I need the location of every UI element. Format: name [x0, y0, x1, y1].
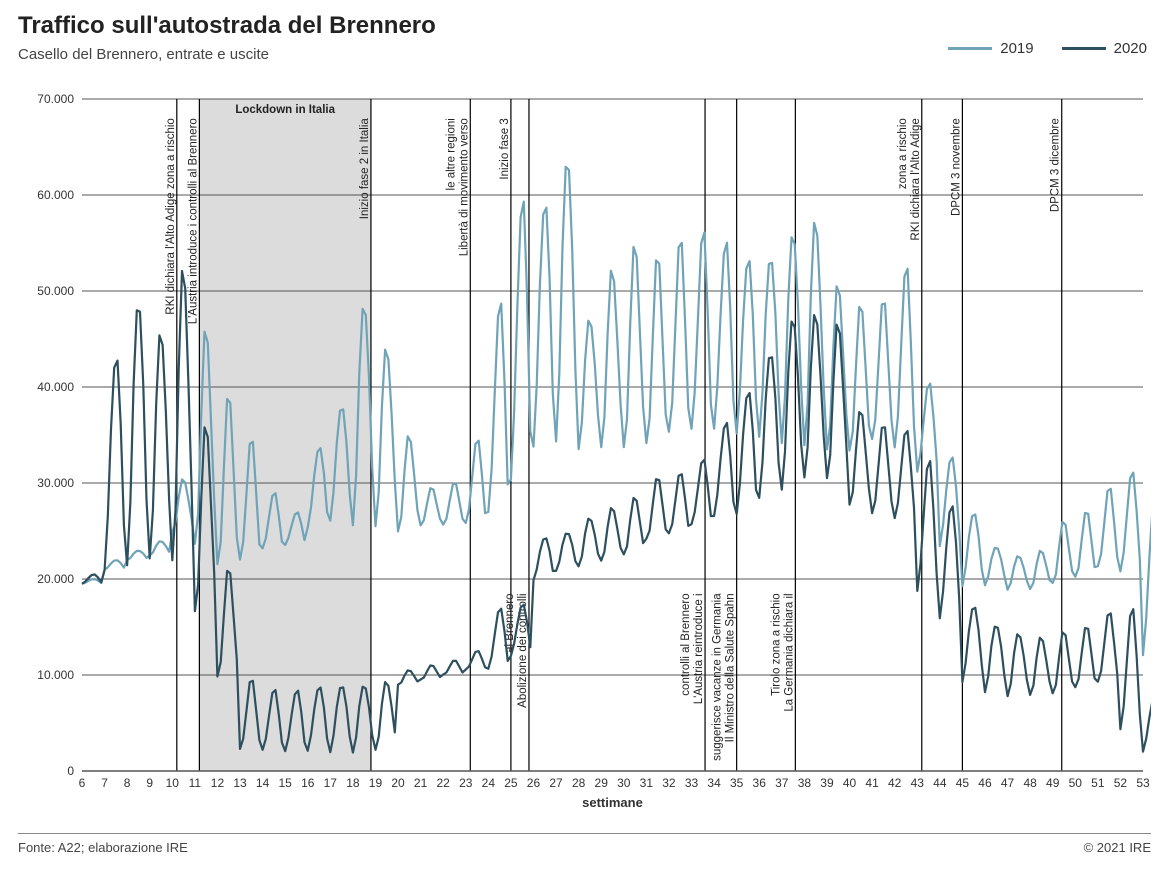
svg-text:44: 44 [933, 776, 947, 790]
svg-text:Libertà di movimento verso: Libertà di movimento verso [458, 118, 470, 256]
legend: 2019 2020 [948, 40, 1147, 57]
chart-area: 0 10.000 20.000 30.000 40.000 50.000 60.000 70.… [18, 69, 1151, 829]
svg-text:Il Ministro della Salute Spahn: Il Ministro della Salute Spahn [725, 593, 737, 742]
svg-text:7: 7 [101, 776, 108, 790]
svg-text:controlli al Brennero: controlli al Brennero [680, 593, 692, 695]
svg-text:La Germania dichiara il: La Germania dichiara il [783, 593, 795, 711]
svg-text:49: 49 [1046, 776, 1060, 790]
svg-text:15: 15 [278, 776, 292, 790]
svg-text:Inizio fase 2 in Italia: Inizio fase 2 in Italia [359, 118, 371, 220]
chart-svg: 0 10.000 20.000 30.000 40.000 50.000 60.000 70.… [18, 69, 1151, 829]
svg-text:10.000: 10.000 [37, 668, 74, 682]
svg-text:Inizio fase 3: Inizio fase 3 [499, 118, 511, 179]
svg-text:settimane: settimane [582, 795, 643, 810]
svg-text:46: 46 [978, 776, 992, 790]
svg-text:L'Austria reintroduce i: L'Austria reintroduce i [693, 593, 705, 704]
svg-text:20.000: 20.000 [37, 572, 74, 586]
svg-text:16: 16 [301, 776, 315, 790]
copyright-text: © 2021 IRE [1084, 840, 1151, 855]
svg-text:40: 40 [843, 776, 857, 790]
svg-text:60.000: 60.000 [37, 188, 74, 202]
svg-text:RKI dichiara l'Alto Adige zona: RKI dichiara l'Alto Adige zona a rischio [165, 118, 177, 315]
svg-text:23: 23 [459, 776, 473, 790]
svg-text:33: 33 [685, 776, 699, 790]
svg-text:DPCM 3 novembre: DPCM 3 novembre [950, 118, 962, 216]
svg-text:0: 0 [67, 764, 74, 778]
svg-text:zona a rischio: zona a rischio [897, 118, 909, 189]
svg-text:52: 52 [1114, 776, 1128, 790]
svg-text:37: 37 [775, 776, 789, 790]
svg-text:31: 31 [640, 776, 654, 790]
svg-text:30: 30 [617, 776, 631, 790]
chart-title: Traffico sull'autostrada del Brennero [18, 12, 1151, 40]
svg-text:21: 21 [414, 776, 428, 790]
svg-text:39: 39 [820, 776, 834, 790]
svg-text:35: 35 [730, 776, 744, 790]
svg-text:10: 10 [166, 776, 180, 790]
svg-text:30.000: 30.000 [37, 476, 74, 490]
svg-text:36: 36 [753, 776, 767, 790]
svg-text:Tirolo zona a rischio: Tirolo zona a rischio [770, 593, 782, 695]
svg-text:13: 13 [233, 776, 247, 790]
svg-text:DPCM 3 dicembre: DPCM 3 dicembre [1050, 118, 1062, 212]
svg-text:27: 27 [549, 776, 563, 790]
svg-text:20: 20 [391, 776, 405, 790]
svg-text:47: 47 [1001, 776, 1015, 790]
source-text: Fonte: A22; elaborazione IRE [18, 840, 188, 855]
svg-text:32: 32 [662, 776, 676, 790]
svg-text:41: 41 [865, 776, 879, 790]
legend-label-2020: 2020 [1114, 40, 1147, 57]
svg-text:42: 42 [888, 776, 902, 790]
svg-text:11: 11 [189, 776, 202, 790]
svg-text:25: 25 [504, 776, 518, 790]
svg-text:Lockdown in Italia: Lockdown in Italia [235, 104, 335, 116]
svg-text:9: 9 [146, 776, 153, 790]
svg-text:43: 43 [911, 776, 925, 790]
svg-text:38: 38 [798, 776, 812, 790]
svg-text:suggerisce vacanze in Germania: suggerisce vacanze in Germania [712, 593, 724, 761]
svg-text:12: 12 [211, 776, 225, 790]
footer: Fonte: A22; elaborazione IRE © 2021 IRE [18, 833, 1151, 855]
legend-swatch-2020 [1062, 47, 1106, 50]
legend-swatch-2019 [948, 47, 992, 50]
svg-text:45: 45 [956, 776, 970, 790]
legend-item-2020: 2020 [1062, 40, 1147, 57]
svg-text:6: 6 [79, 776, 86, 790]
svg-text:18: 18 [346, 776, 360, 790]
svg-text:50: 50 [1069, 776, 1083, 790]
svg-text:22: 22 [437, 776, 451, 790]
svg-text:14: 14 [256, 776, 270, 790]
svg-text:24: 24 [482, 776, 496, 790]
svg-text:29: 29 [595, 776, 609, 790]
svg-text:Abolizione dei controlli: Abolizione dei controlli [517, 593, 529, 707]
svg-text:le altre regioni: le altre regioni [445, 118, 457, 190]
svg-text:40.000: 40.000 [37, 380, 74, 394]
svg-text:28: 28 [572, 776, 586, 790]
svg-text:19: 19 [369, 776, 383, 790]
legend-label-2019: 2019 [1000, 40, 1033, 57]
svg-text:51: 51 [1091, 776, 1105, 790]
svg-text:L'Austria introduce i controll: L'Austria introduce i controlli al Brenn… [187, 118, 199, 324]
legend-item-2019: 2019 [948, 40, 1033, 57]
svg-text:70.000: 70.000 [37, 92, 74, 106]
chart-container: Traffico sull'autostrada del Brennero Ca… [0, 0, 1169, 863]
svg-text:26: 26 [527, 776, 541, 790]
svg-text:34: 34 [707, 776, 721, 790]
svg-text:53: 53 [1136, 776, 1150, 790]
svg-text:8: 8 [124, 776, 131, 790]
svg-text:50.000: 50.000 [37, 284, 74, 298]
svg-text:48: 48 [1023, 776, 1037, 790]
svg-text:17: 17 [324, 776, 338, 790]
svg-text:RKI dichiara l'Alto Adige: RKI dichiara l'Alto Adige [910, 118, 922, 240]
